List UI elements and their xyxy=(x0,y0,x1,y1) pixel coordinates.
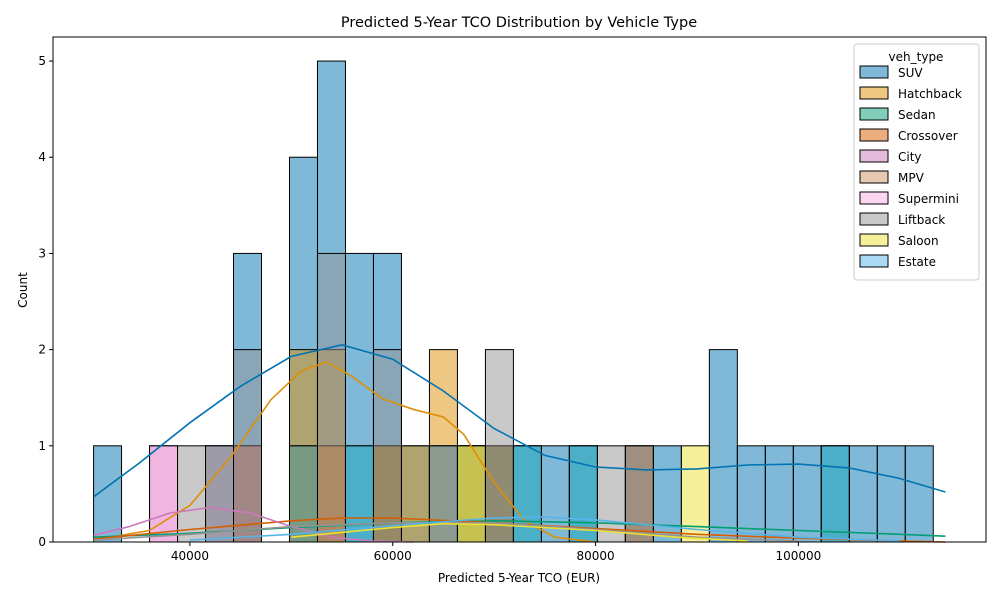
bar-liftback xyxy=(177,445,207,543)
legend-label-supermini: Supermini xyxy=(898,192,959,206)
bar-supermini xyxy=(149,445,179,543)
bar-liftback xyxy=(596,445,626,543)
legend-label-crossover: Crossover xyxy=(898,129,958,143)
bar-liftback xyxy=(316,252,346,543)
x-axis: 40000 60000 80000 100000 xyxy=(171,542,821,563)
bar-hatchback xyxy=(400,445,430,543)
y-tick-label: 3 xyxy=(38,246,46,260)
bar-suv xyxy=(708,349,738,543)
legend-label-mpv: MPV xyxy=(898,171,925,185)
y-axis-label: Count xyxy=(16,272,30,308)
legend-swatch-mpv xyxy=(859,170,889,184)
bar-suv xyxy=(792,445,822,543)
bar-suv xyxy=(848,445,878,543)
legend-label-hatchback: Hatchback xyxy=(898,87,962,101)
legend-swatch-saloon xyxy=(859,233,889,247)
x-tick-label: 100000 xyxy=(775,549,821,563)
kde-line-hatchback xyxy=(93,361,596,543)
legend-swatch-crossover xyxy=(859,128,889,142)
kde-layer xyxy=(93,343,946,543)
y-tick-label: 1 xyxy=(38,439,46,453)
bar-liftback xyxy=(624,445,654,543)
bar-suv xyxy=(764,445,794,543)
legend-swatch-estate xyxy=(859,254,889,268)
legend: veh_type SUV Hatchback Sedan Crossover City M… xyxy=(853,43,980,281)
bar-estate xyxy=(820,445,850,543)
bar-saloon xyxy=(456,445,486,543)
legend-label-city: City xyxy=(898,150,922,164)
kde-line-saloon xyxy=(291,522,748,542)
legend-label-sedan: Sedan xyxy=(898,108,936,122)
y-axis: 0 1 2 3 4 5 xyxy=(38,54,53,549)
chart-title: Predicted 5-Year TCO Distribution by Veh… xyxy=(341,15,697,31)
kde-line-liftback xyxy=(93,522,799,542)
legend-label-liftback: Liftback xyxy=(898,213,945,227)
x-tick-label: 40000 xyxy=(171,549,209,563)
bar-liftback xyxy=(484,349,514,543)
y-tick-label: 0 xyxy=(38,535,46,549)
kde-line-estate xyxy=(189,516,900,542)
legend-swatch-suv xyxy=(859,65,889,79)
bar-suv xyxy=(904,445,934,543)
y-tick-label: 4 xyxy=(38,150,46,164)
kde-line-city xyxy=(93,506,414,543)
legend-swatch-supermini xyxy=(859,191,889,205)
bar-liftback xyxy=(372,349,402,543)
legend-label-estate: Estate xyxy=(898,255,936,269)
legend-swatch-hatchback xyxy=(859,86,889,100)
legend-label-suv: SUV xyxy=(898,66,923,80)
legend-label-saloon: Saloon xyxy=(898,234,939,248)
x-tick-label: 60000 xyxy=(374,549,412,563)
legend-swatch-liftback xyxy=(859,212,889,226)
bar-suv xyxy=(876,445,906,543)
plot-frame xyxy=(52,36,987,543)
y-tick-label: 2 xyxy=(38,343,46,357)
y-tick-label: 5 xyxy=(38,54,46,68)
bar-estate xyxy=(344,445,374,543)
legend-swatch-sedan xyxy=(859,107,889,121)
kde-line-suv xyxy=(93,343,946,498)
x-axis-label: Predicted 5-Year TCO (EUR) xyxy=(438,571,600,585)
legend-swatch-city xyxy=(859,149,889,163)
x-tick-label: 80000 xyxy=(576,549,614,563)
legend-title: veh_type xyxy=(889,50,944,64)
bar-estate xyxy=(428,445,458,543)
